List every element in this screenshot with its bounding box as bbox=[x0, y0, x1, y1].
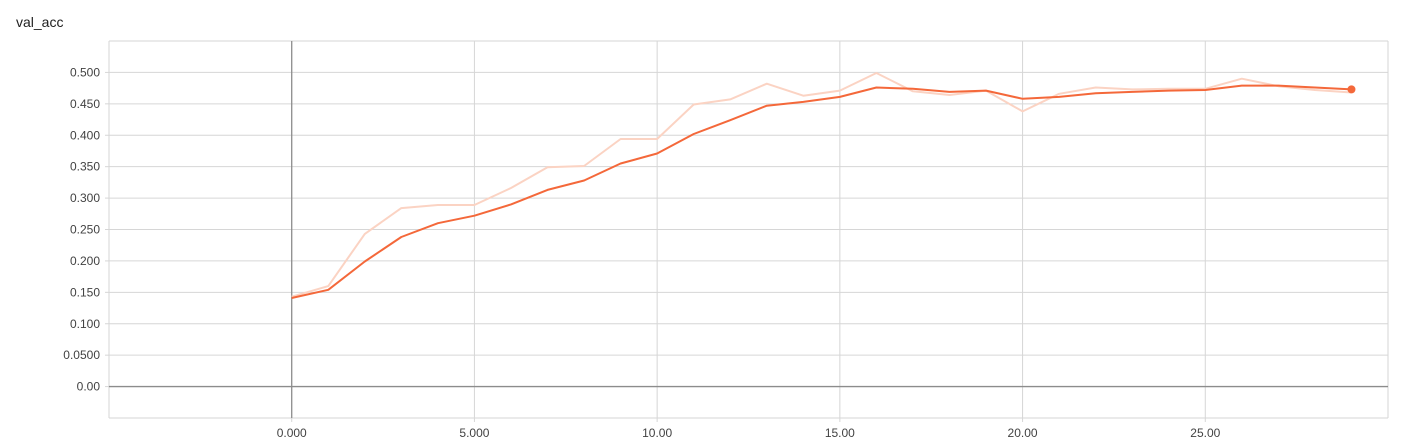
y-tick-label: 0.200 bbox=[70, 254, 100, 268]
tick-label-layer: 0.000 5.000 10.00 15.00 20.00 25.00 0.00 0.0500… bbox=[63, 65, 1220, 440]
y-tick-label: 0.400 bbox=[70, 128, 100, 142]
x-tick-label: 0.000 bbox=[277, 426, 307, 440]
y-tick-label: 0.0500 bbox=[63, 348, 100, 362]
x-tick-label: 5.000 bbox=[459, 426, 489, 440]
y-tick-label: 0.150 bbox=[70, 285, 100, 299]
smoothed-series-layer bbox=[291, 84, 1356, 299]
raw-series-line bbox=[291, 72, 1352, 298]
raw-series-layer bbox=[291, 72, 1352, 298]
x-tick-label: 15.00 bbox=[825, 426, 855, 440]
x-tick-label: 10.00 bbox=[642, 426, 672, 440]
smoothed-series-line bbox=[291, 84, 1352, 299]
grid-layer bbox=[105, 40, 1389, 422]
y-tick-label: 0.450 bbox=[70, 97, 100, 111]
y-tick-label: 0.350 bbox=[70, 160, 100, 174]
y-tick-label: 0.500 bbox=[70, 65, 100, 79]
chart-title: val_acc bbox=[16, 14, 64, 30]
y-tick-label: 0.100 bbox=[70, 317, 100, 331]
last-point-marker bbox=[1347, 85, 1356, 94]
axis-layer bbox=[109, 41, 1388, 418]
y-tick-label: 0.00 bbox=[77, 380, 101, 394]
x-tick-label: 25.00 bbox=[1190, 426, 1220, 440]
x-tick-label: 20.00 bbox=[1008, 426, 1038, 440]
y-tick-label: 0.300 bbox=[70, 191, 100, 205]
y-tick-label: 0.250 bbox=[70, 223, 100, 237]
